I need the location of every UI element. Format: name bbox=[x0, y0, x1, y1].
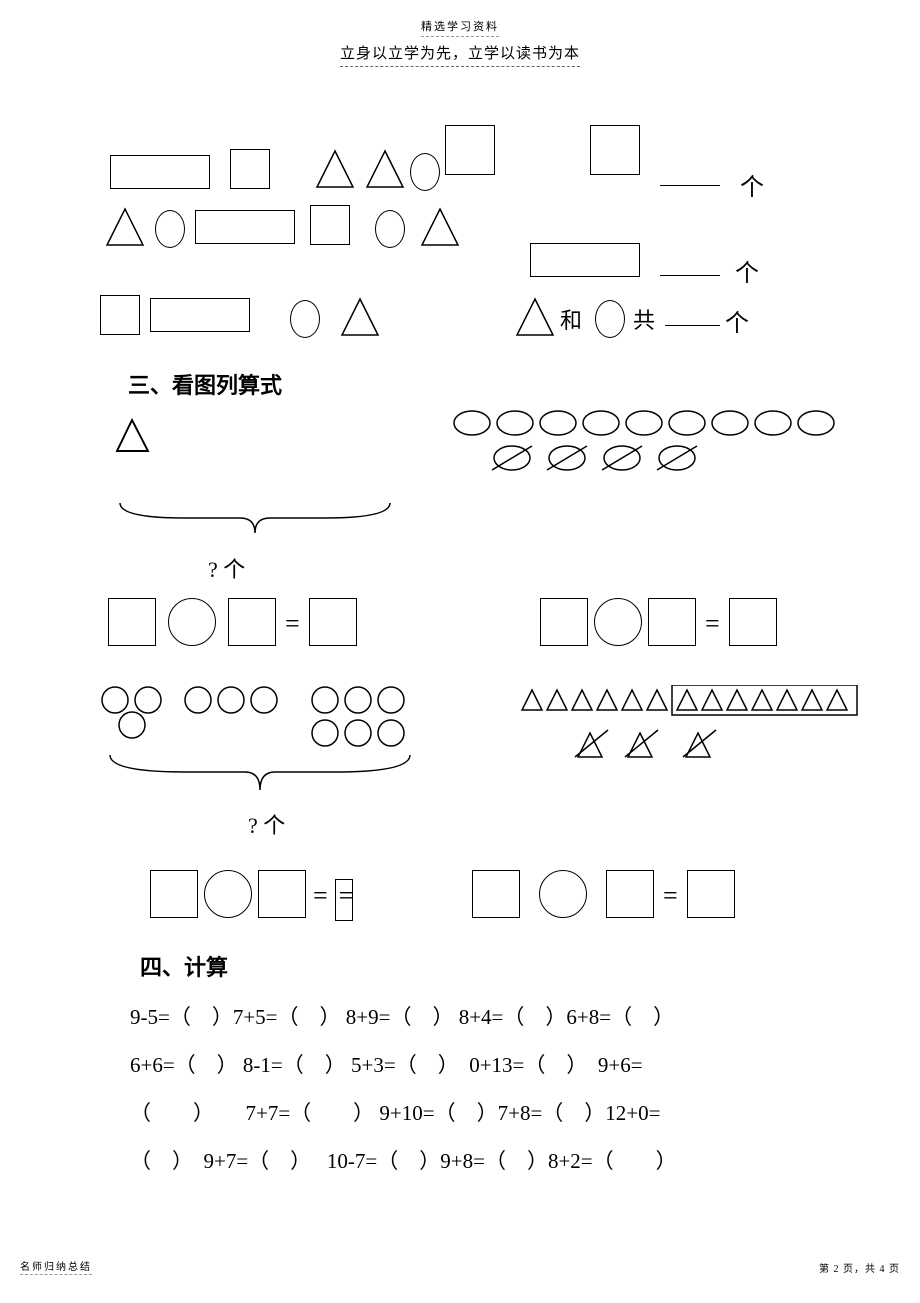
section-4-title: 四、计算 bbox=[140, 950, 228, 982]
oval-shape bbox=[410, 153, 440, 191]
shapes-grid: 个 个 和 共 个 bbox=[100, 125, 820, 355]
square-shape bbox=[445, 125, 495, 175]
answer-box[interactable] bbox=[540, 598, 588, 646]
triangle-shape bbox=[340, 297, 380, 337]
curly-brace bbox=[115, 498, 395, 548]
count-label: 个 bbox=[740, 167, 764, 202]
equation-1-left: = bbox=[108, 598, 357, 653]
question-label: ? 个 bbox=[248, 808, 285, 840]
equals-sign: = bbox=[285, 609, 300, 638]
equation-2-left: = = bbox=[150, 870, 371, 925]
blank-line bbox=[665, 325, 720, 326]
problem-2-right bbox=[520, 685, 860, 780]
triangle-shape bbox=[365, 149, 405, 189]
blank-line bbox=[660, 275, 720, 276]
calc-row-1: 9-5=（ ）7+5=（ ） 8+9=（ ） 8+4=（ ）6+8=（ ） bbox=[130, 994, 820, 1040]
motto-text: 立身以立学为先，立学以读书为本 bbox=[340, 42, 580, 67]
calc-row-2: 6+6=（ ） 8-1=（ ） 5+3=（ ） 0+13=（ ） 9+6= bbox=[130, 1042, 820, 1088]
answer-box[interactable] bbox=[729, 598, 777, 646]
oval-shape bbox=[375, 210, 405, 248]
rectangle-shape bbox=[195, 210, 295, 244]
problem-1-right bbox=[450, 408, 845, 483]
triangle-shape bbox=[420, 207, 460, 247]
section-3-title: 三、看图列算式 bbox=[128, 368, 282, 400]
total-label: 共 bbox=[633, 303, 655, 335]
operator-circle[interactable] bbox=[168, 598, 216, 646]
equals-sign: = bbox=[663, 881, 678, 910]
answer-box[interactable] bbox=[108, 598, 156, 646]
answer-box[interactable] bbox=[606, 870, 654, 918]
triangle-shape bbox=[115, 418, 150, 453]
curly-brace bbox=[105, 750, 415, 805]
oval-shape bbox=[290, 300, 320, 338]
calc-row-3: （ ） 7+7=（ ） 9+10=（ ）7+8=（ ）12+0= bbox=[130, 1090, 820, 1136]
rectangle-shape bbox=[150, 298, 250, 332]
equation-1-right: = bbox=[540, 598, 777, 653]
and-label: 和 bbox=[560, 303, 582, 335]
question-label: ? 个 bbox=[208, 552, 245, 584]
count-label: 个 bbox=[735, 253, 759, 288]
answer-box[interactable] bbox=[648, 598, 696, 646]
answer-box[interactable] bbox=[687, 870, 735, 918]
oval-shape bbox=[155, 210, 185, 248]
square-shape bbox=[590, 125, 640, 175]
square-shape bbox=[310, 205, 350, 245]
rectangle-shape bbox=[530, 243, 640, 277]
answer-box[interactable] bbox=[228, 598, 276, 646]
answer-box[interactable] bbox=[309, 598, 357, 646]
operator-circle[interactable] bbox=[204, 870, 252, 918]
blank-line bbox=[660, 185, 720, 186]
oval-shape bbox=[595, 300, 625, 338]
square-shape bbox=[100, 295, 140, 335]
operator-circle[interactable] bbox=[539, 870, 587, 918]
page-content: 精选学习资料 立身以立学为先，立学以读书为本 个 个 bbox=[0, 0, 920, 1303]
footer-right: 第 2 页，共 4 页 bbox=[819, 1260, 900, 1275]
triangle-shape bbox=[105, 207, 145, 247]
answer-box[interactable] bbox=[472, 870, 520, 918]
footer-left: 名师归纳总结 bbox=[20, 1258, 92, 1275]
equals-sign: = bbox=[313, 881, 328, 910]
equals-sign: = bbox=[339, 881, 354, 910]
answer-box[interactable] bbox=[150, 870, 198, 918]
operator-circle[interactable] bbox=[594, 598, 642, 646]
header-text: 精选学习资料 bbox=[421, 18, 499, 37]
equals-sign: = bbox=[705, 609, 720, 638]
triangle-shape bbox=[315, 149, 355, 189]
equation-2-right: = bbox=[472, 870, 735, 925]
rectangle-shape bbox=[110, 155, 210, 189]
calc-row-4: （ ） 9+7=（ ） 10-7=（ ）9+8=（ ）8+2=（ ） bbox=[130, 1138, 820, 1184]
square-shape bbox=[230, 149, 270, 189]
triangle-shape bbox=[515, 297, 555, 337]
count-label: 个 bbox=[725, 303, 749, 338]
answer-box[interactable] bbox=[258, 870, 306, 918]
